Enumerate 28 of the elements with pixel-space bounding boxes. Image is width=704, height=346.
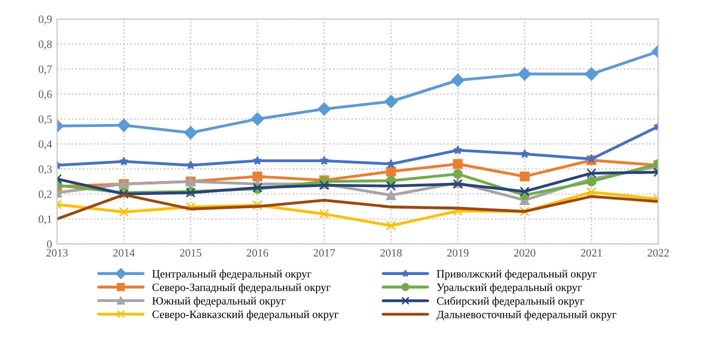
y-tick-label: 0,5 bbox=[38, 115, 52, 125]
y-tick-label: 0 bbox=[47, 240, 52, 248]
x-tick-label: 2019 bbox=[447, 249, 468, 257]
y-tick-label: 0,7 bbox=[38, 65, 52, 75]
legend-label: Сибирский федеральный округ bbox=[436, 296, 584, 308]
x-tick-label: 2014 bbox=[113, 249, 135, 257]
y-tick-label: 0,2 bbox=[38, 190, 52, 200]
legend-label: Приволжский федеральный округ bbox=[436, 270, 597, 280]
legend-label: Северо-Кавказский федеральный округ bbox=[152, 310, 338, 320]
legend-label: Центральный федеральный округ bbox=[152, 270, 312, 280]
y-tick-label: 0,4 bbox=[38, 140, 52, 150]
x-tick-label: 2017 bbox=[314, 249, 336, 257]
x-tick-label: 2022 bbox=[648, 249, 669, 257]
x-tick-label: 2018 bbox=[380, 249, 402, 257]
x-tick-label: 2015 bbox=[180, 249, 202, 257]
y-tick-label: 0,6 bbox=[38, 90, 52, 100]
x-tick-label: 2016 bbox=[246, 249, 268, 257]
x-tick-label: 2021 bbox=[580, 249, 602, 257]
legend-label: Южный федеральный округ bbox=[152, 296, 286, 307]
legend-label: Дальневосточный федеральный округ bbox=[436, 310, 616, 321]
x-tick-label: 2013 bbox=[46, 249, 68, 257]
y-tick-label: 0,9 bbox=[38, 15, 52, 25]
legend-label: Уральский федеральный округ bbox=[436, 283, 582, 294]
y-tick-label: 0,1 bbox=[38, 215, 52, 225]
x-tick-label: 2020 bbox=[514, 249, 536, 257]
y-tick-label: 0,8 bbox=[38, 40, 52, 50]
y-tick-label: 0,3 bbox=[38, 165, 52, 175]
legend-label: Северо-Западный федеральный округ bbox=[152, 283, 330, 294]
